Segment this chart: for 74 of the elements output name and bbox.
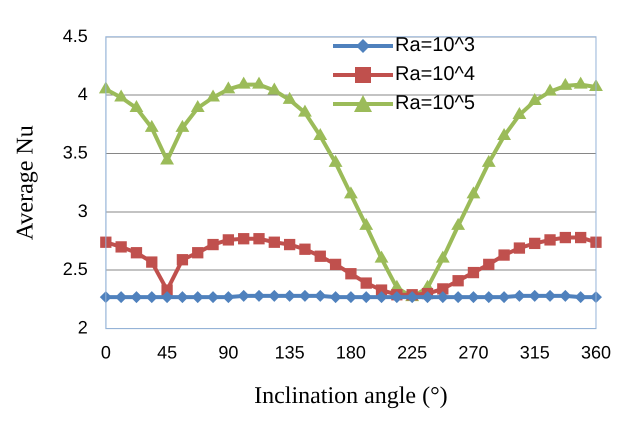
point xyxy=(115,241,127,253)
point xyxy=(560,232,572,244)
y-tick-label: 4 xyxy=(78,84,88,104)
point xyxy=(314,250,326,262)
point xyxy=(190,100,205,112)
point xyxy=(558,78,572,90)
point xyxy=(175,120,190,132)
y-tick-label: 3.5 xyxy=(62,142,88,162)
x-tick-label: 225 xyxy=(397,342,428,362)
point xyxy=(206,89,220,102)
y-tick-label: 2 xyxy=(78,318,88,338)
point xyxy=(468,266,480,278)
x-tick-label: 360 xyxy=(580,342,612,362)
y-tick-label: 4.5 xyxy=(62,26,88,46)
point xyxy=(144,120,159,132)
point xyxy=(176,254,188,266)
x-tick-label: 270 xyxy=(458,342,488,362)
point xyxy=(192,247,204,258)
point xyxy=(359,218,374,230)
point xyxy=(114,89,128,102)
point xyxy=(284,238,296,250)
point xyxy=(344,186,358,198)
point xyxy=(529,238,540,250)
point xyxy=(207,238,219,250)
x-tick-label: 315 xyxy=(520,342,550,362)
point xyxy=(236,76,251,89)
point xyxy=(528,92,542,105)
point xyxy=(574,76,588,89)
point xyxy=(451,218,466,230)
point xyxy=(282,92,297,104)
point xyxy=(253,233,265,244)
point xyxy=(514,242,526,254)
legend-label: Ra=10^3 xyxy=(395,34,475,57)
point xyxy=(328,154,343,167)
point xyxy=(466,186,480,198)
point xyxy=(146,256,158,268)
point xyxy=(160,152,174,165)
point xyxy=(238,233,250,244)
point xyxy=(544,234,556,246)
point xyxy=(575,232,586,244)
point xyxy=(130,247,142,258)
point xyxy=(498,249,510,261)
point xyxy=(267,82,282,94)
point xyxy=(268,236,280,248)
x-tick-label: 135 xyxy=(274,342,305,362)
point xyxy=(452,275,464,286)
x-axis-title: Inclination angle (°) xyxy=(254,382,448,409)
point xyxy=(252,76,266,89)
y-tick-label: 2.5 xyxy=(62,259,88,280)
point xyxy=(590,236,602,248)
x-tick-label: 0 xyxy=(100,342,111,362)
point xyxy=(345,268,357,280)
point xyxy=(360,277,372,289)
point xyxy=(253,290,265,302)
x-tick-label: 90 xyxy=(218,342,238,362)
legend-label: Ra=10^5 xyxy=(395,92,475,115)
legend-label: Ra=10^4 xyxy=(395,63,475,86)
x-tick-label: 45 xyxy=(157,342,178,362)
point xyxy=(497,128,512,140)
point xyxy=(298,104,312,117)
point xyxy=(543,84,557,96)
point xyxy=(100,236,112,248)
point xyxy=(130,100,144,112)
point xyxy=(330,258,342,270)
y-axis-title: Average Nu xyxy=(12,125,39,240)
point xyxy=(299,244,311,255)
point xyxy=(513,290,526,302)
point xyxy=(512,107,526,120)
x-tick-label: 180 xyxy=(336,342,366,362)
point xyxy=(313,128,328,140)
y-tick-label: 3 xyxy=(78,200,88,221)
point xyxy=(482,154,496,167)
point xyxy=(483,258,494,270)
point xyxy=(222,234,234,246)
